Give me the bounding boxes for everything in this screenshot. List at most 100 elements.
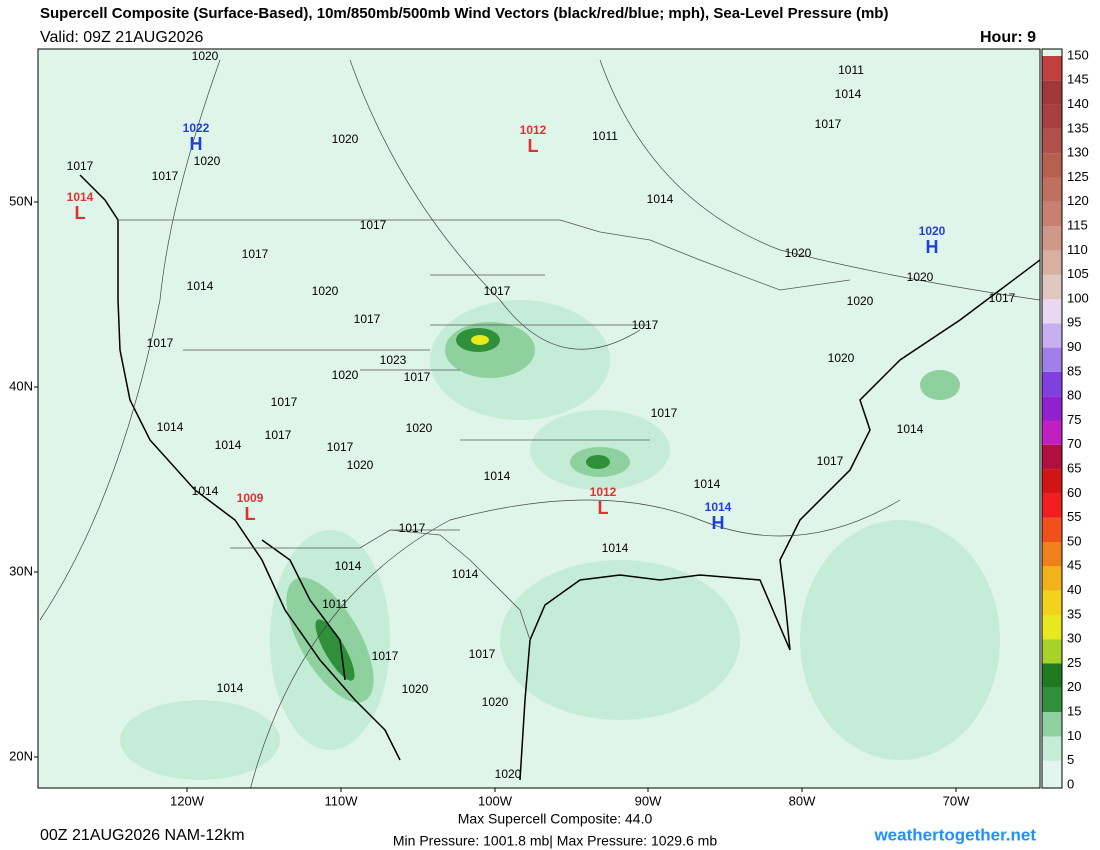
site-link[interactable]: weathertogether.net [873, 825, 1036, 844]
isobar-label: 1017 [147, 336, 174, 350]
colorbar-tick-label: 85 [1067, 363, 1081, 378]
colorbar-swatch [1042, 347, 1062, 372]
colorbar-tick-label: 50 [1067, 533, 1081, 548]
colorbar-tick-label: 60 [1067, 485, 1081, 500]
colorbar-tick-label: 0 [1067, 776, 1074, 791]
isobars [39, 59, 1040, 788]
colorbar-swatch [1042, 469, 1062, 494]
map-frame [37, 48, 1041, 789]
colorbar-tick-label: 100 [1067, 290, 1089, 305]
longitude-label: 110W [325, 793, 359, 808]
isobar-label: 1014 [187, 279, 214, 293]
colorbar-swatch [1042, 153, 1062, 178]
colorbar-swatch [1042, 226, 1062, 251]
colorbar-tick-label: 145 [1067, 72, 1089, 87]
colorbar-tick-label: 150 [1067, 47, 1089, 62]
colorbar-frame [1041, 48, 1063, 789]
longitude-label: 100W [478, 793, 513, 808]
colorbar-tick-label: 25 [1067, 655, 1081, 670]
isobar-label: 1020 [192, 49, 219, 63]
isobar-label: 1020 [312, 284, 339, 298]
isobar-label: 1020 [785, 246, 812, 260]
dark-shading [315, 328, 610, 681]
isobar-label: 1014 [484, 469, 511, 483]
colorbar-tick-label: 10 [1067, 728, 1081, 743]
colorbar-swatch [1042, 566, 1062, 591]
isobar-label: 1014 [157, 420, 184, 434]
latitude-label: 30N [9, 563, 33, 578]
center-pressure: 1012 [590, 485, 617, 499]
center-pressure: 1012 [520, 123, 547, 137]
latitude-label: 20N [9, 748, 33, 763]
colorbar-tick-label: 20 [1067, 679, 1081, 694]
colorbar-swatch [1042, 639, 1062, 664]
isobar-label: 1014 [602, 541, 629, 555]
model-run: 00Z 21AUG2026 NAM-12km [40, 827, 245, 844]
colorbar-tick-label: 70 [1067, 436, 1081, 451]
colorbar-tick-label: 110 [1067, 242, 1088, 257]
isobar-label: 1014 [215, 438, 242, 452]
isobar-label: 1014 [694, 477, 721, 491]
isobar-label: 1014 [647, 192, 674, 206]
center-letter: L [245, 504, 256, 524]
colorbar-swatch [1042, 80, 1062, 105]
colorbar-tick-label: 15 [1067, 704, 1081, 719]
colorbar-tick-label: 45 [1067, 558, 1081, 573]
isobar-label: 1017 [469, 647, 496, 661]
latitude-label: 40N [9, 378, 33, 393]
isobar-label: 1020 [332, 368, 359, 382]
center-pressure: 1014 [67, 190, 94, 204]
colorbar-swatch [1042, 687, 1062, 713]
isobar-label: 1017 [989, 291, 1016, 305]
title: Supercell Composite (Surface-Based), 10m… [40, 5, 888, 22]
isobar-label: 1020 [194, 154, 221, 168]
colorbar-tick-label: 130 [1067, 145, 1089, 160]
isobar-label: 1017 [651, 406, 678, 420]
colorbar-tick-label: 30 [1067, 631, 1081, 646]
isobar-label: 1014 [192, 484, 219, 498]
valid-time: Valid: 09Z 21AUG2026 [40, 29, 203, 46]
isobar-label: 1011 [592, 129, 618, 143]
colorbar-swatch [1042, 760, 1062, 785]
colorbar-tick-label: 75 [1067, 412, 1081, 427]
isobar-label: 1017 [354, 312, 381, 326]
isobar-label: 1020 [495, 767, 522, 781]
center-pressure: 1020 [919, 224, 946, 238]
isobar-label: 1014 [217, 681, 244, 695]
colorbar-swatch [1042, 299, 1062, 324]
isobar-label: 1014 [897, 422, 924, 436]
colorbar-swatch [1042, 444, 1062, 470]
center-letter: H [712, 513, 725, 533]
colorbar-swatch [1042, 396, 1062, 421]
isobar-label: 1023 [380, 353, 407, 367]
isobar-label: 1014 [452, 567, 479, 581]
isobar-label: 1017 [67, 159, 94, 173]
colorbar-tick-label: 5 [1067, 752, 1074, 767]
colorbar-tick-label: 125 [1067, 169, 1089, 184]
isobar-label: 1017 [327, 440, 354, 454]
isobar-label: 1020 [402, 682, 429, 696]
forecast-hour: Hour: 9 [980, 29, 1036, 46]
max-shading [471, 335, 489, 345]
colorbar-swatch [1042, 614, 1062, 640]
borders [118, 219, 851, 641]
center-pressure: 1009 [237, 491, 264, 505]
isobar-label: 1014 [835, 87, 862, 101]
colorbar-tick-label: 140 [1067, 96, 1089, 111]
colorbar-swatch [1042, 542, 1062, 567]
map: 1020 1011 1014 1017 1011 1020 1020 1017 1017 1014… [38, 49, 1040, 788]
latitude-label: 50N [9, 193, 33, 208]
center-letter: L [528, 136, 539, 156]
center-letter: H [926, 237, 939, 257]
isobar-label: 1020 [332, 132, 359, 146]
longitude-label: 70W [943, 793, 970, 808]
coastlines [79, 174, 1040, 781]
longitude-label: 80W [789, 793, 816, 808]
isobar-label: 1017 [817, 454, 844, 468]
isobar-label: 1020 [347, 458, 374, 472]
isobar-label: 1020 [828, 351, 855, 365]
colorbar-tick-label: 120 [1067, 193, 1089, 208]
colorbar-tick-label: 95 [1067, 315, 1081, 330]
colorbar-swatch [1042, 712, 1062, 737]
isobar-label: 1014 [335, 559, 362, 573]
